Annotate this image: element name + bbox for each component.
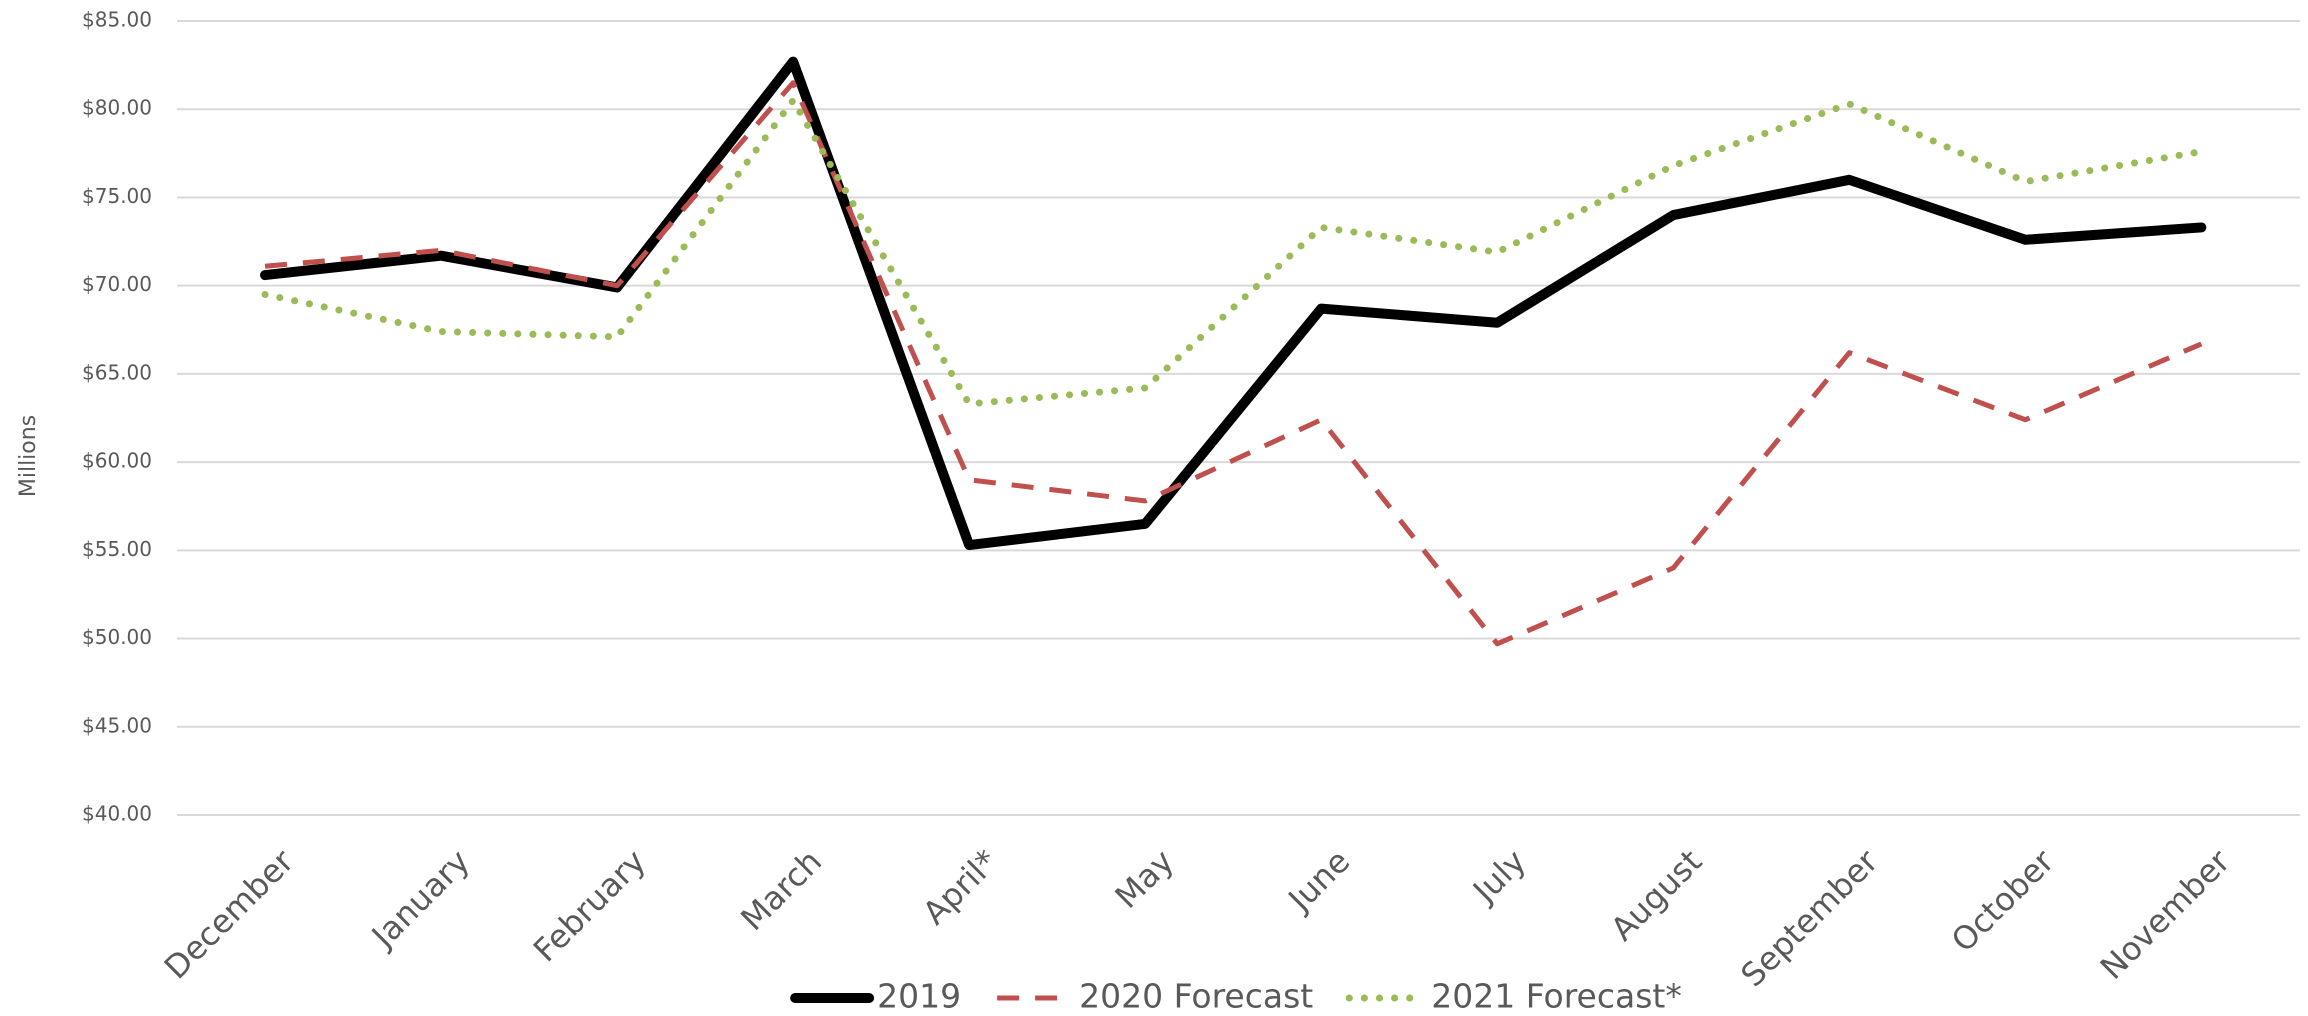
y-tick-label: $75.00 <box>82 184 152 208</box>
y-tick-label: $65.00 <box>82 360 152 384</box>
x-tick-label: February <box>526 842 653 969</box>
x-tick-label: October <box>1944 842 2062 960</box>
x-tick-label: June <box>1280 842 1358 920</box>
y-tick-label: $50.00 <box>82 625 152 649</box>
x-tick-label: December <box>157 842 302 987</box>
x-tick-label: May <box>1108 842 1182 916</box>
y-tick-label: $85.00 <box>82 8 152 32</box>
y-tick-label: $45.00 <box>82 713 152 737</box>
x-tick-label: November <box>2093 842 2238 987</box>
legend-label: 2019 <box>877 977 961 1016</box>
y-tick-label: $80.00 <box>82 96 152 120</box>
y-axis-title: Millions <box>16 415 41 497</box>
legend-label: 2021 Forecast* <box>1431 977 1682 1016</box>
x-tick-label: July <box>1464 842 1533 911</box>
y-tick-label: $55.00 <box>82 537 152 561</box>
y-tick-label: $40.00 <box>82 802 152 826</box>
x-tick-label: April* <box>915 842 1005 932</box>
x-tick-label: March <box>733 842 829 938</box>
y-tick-label: $60.00 <box>82 449 152 473</box>
series-line <box>264 80 2203 647</box>
legend-label: 2020 Forecast <box>1079 977 1313 1016</box>
y-tick-label: $70.00 <box>82 272 152 296</box>
x-tick-label: August <box>1603 842 1709 948</box>
series-line <box>260 56 2207 551</box>
x-tick-label: September <box>1733 842 1886 995</box>
x-tick-label: January <box>363 842 477 956</box>
series-line <box>261 96 2205 408</box>
